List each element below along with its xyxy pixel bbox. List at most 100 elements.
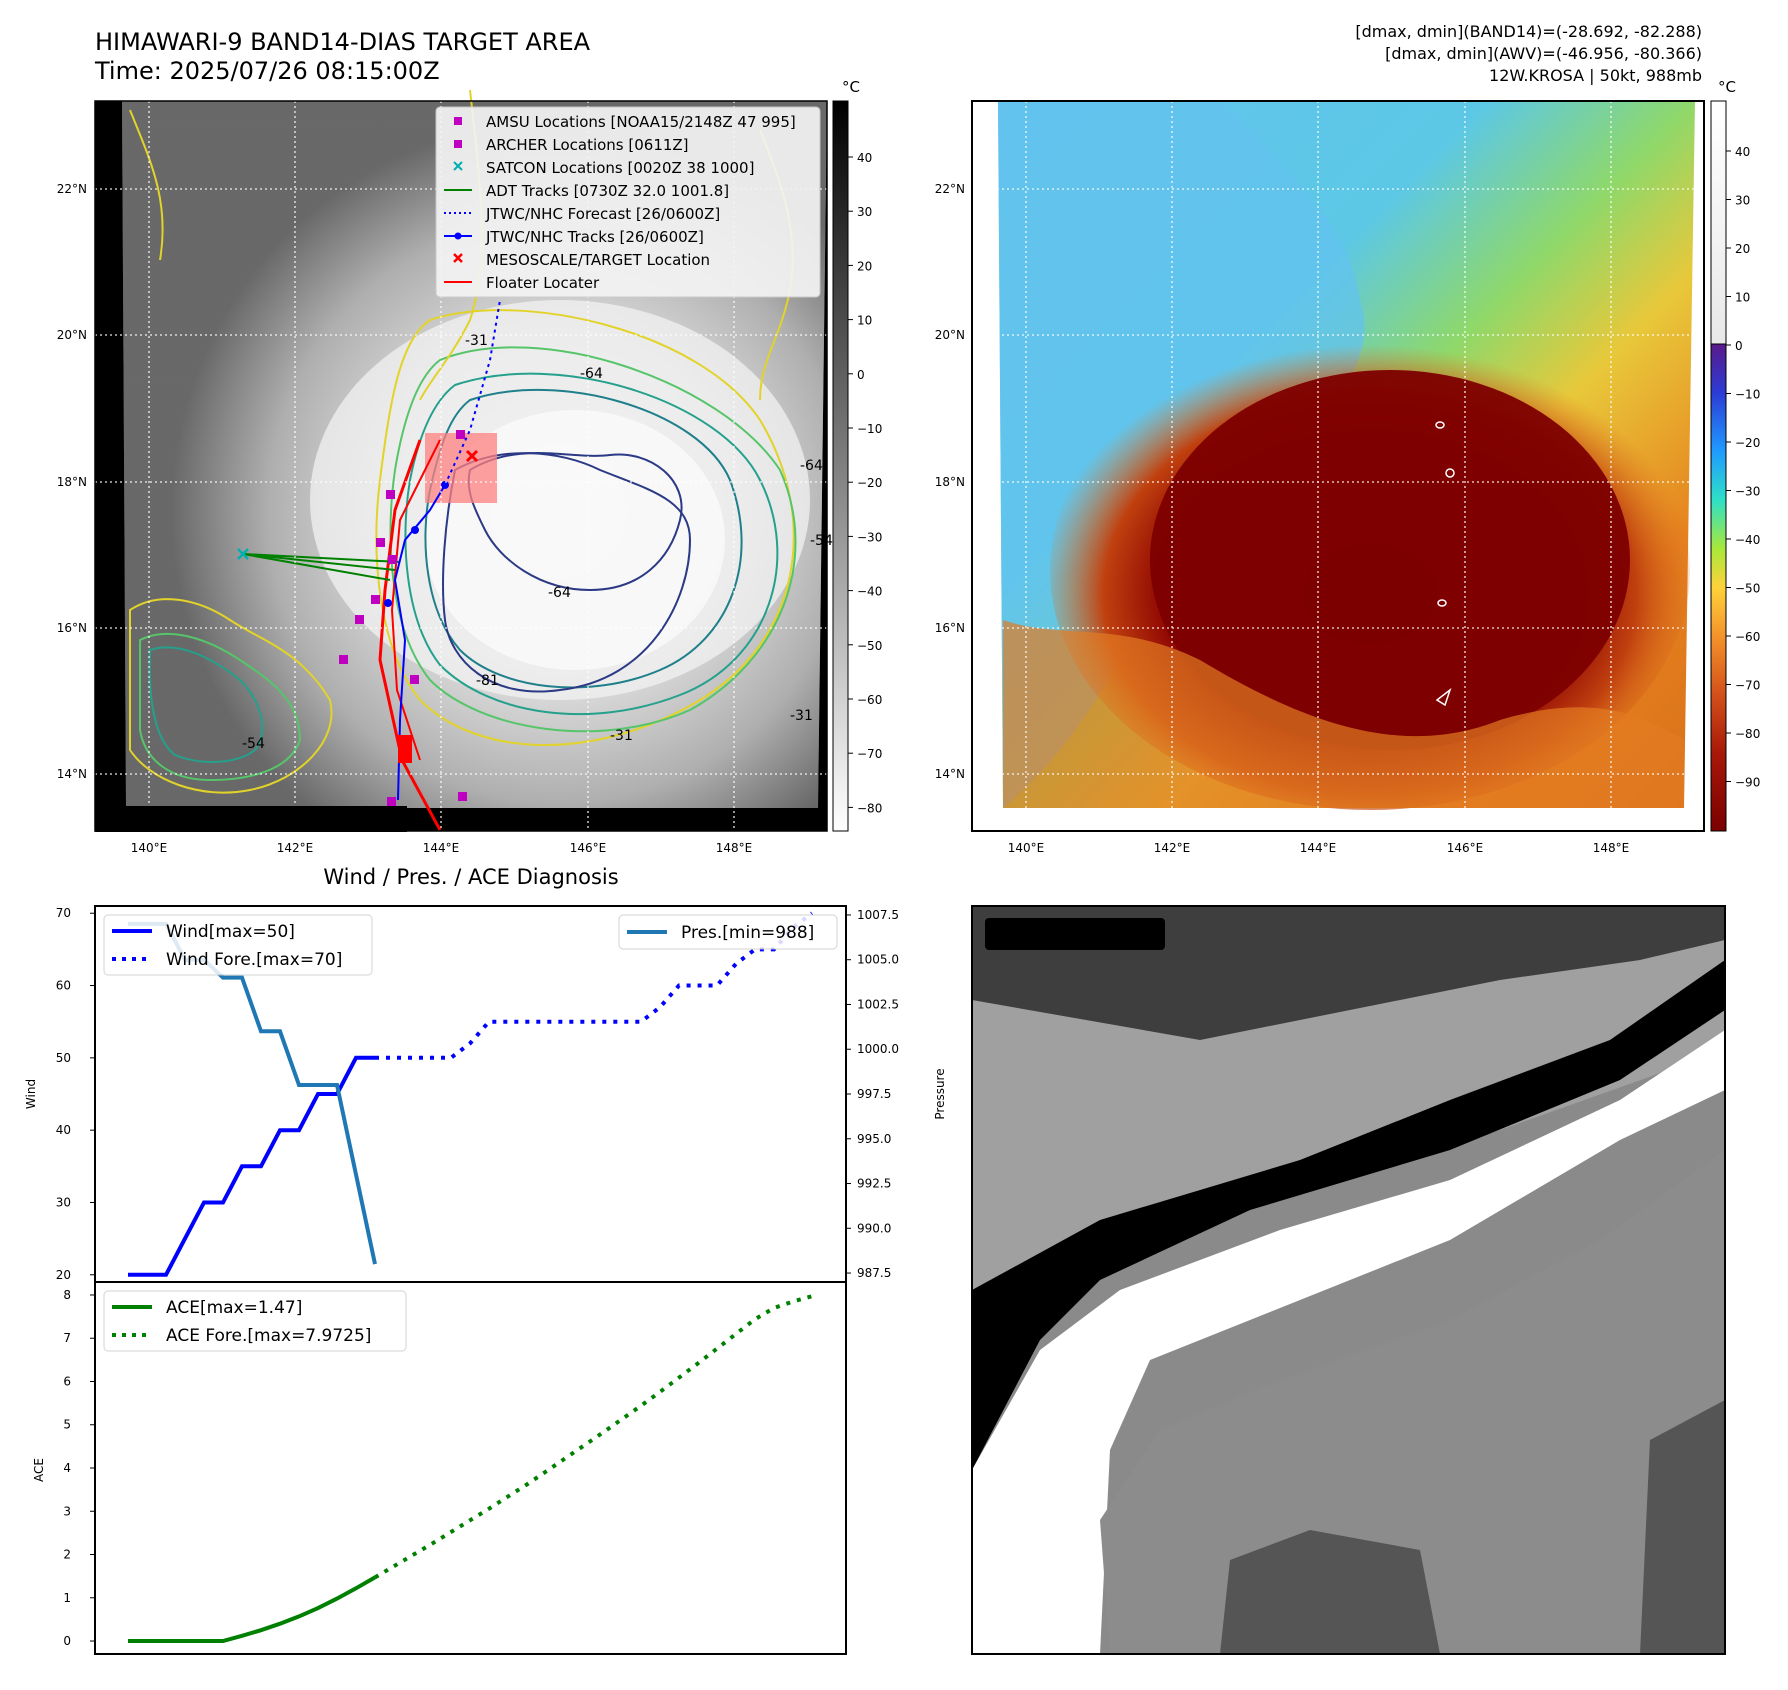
lat-label: 14°N: [57, 767, 87, 781]
wind-tick-label: 30: [56, 1195, 71, 1209]
colorbar-tick-label: −80: [1735, 727, 1760, 741]
colorbar-tick-label: −60: [1735, 630, 1760, 644]
wind-line: [128, 1055, 375, 1277]
colorbar-tick-label: 30: [1735, 194, 1750, 208]
contour-labels: -64 -64 -31 -81 -31 -31 -54 -54 -64: [242, 333, 833, 752]
legend-amsu: AMSU Locations [NOAA15/2148Z 47 995]: [486, 113, 796, 131]
lon-label: 140°E: [131, 841, 168, 855]
right-map-axes: 22°N 20°N 18°N 16°N 14°N 140°E 142°E 144…: [935, 182, 1630, 855]
colorbar-tick-label: −20: [857, 476, 882, 490]
lon-label: 142°E: [277, 841, 314, 855]
contour-label: -64: [548, 585, 571, 601]
ace-tick-label: 7: [63, 1331, 71, 1345]
lon-label: 140°E: [1008, 841, 1045, 855]
colorbar-tick-label: −10: [857, 422, 882, 436]
ace-line: [128, 1575, 376, 1643]
left-map-axes: 22°N 20°N 18°N 16°N 14°N 140°E 142°E 144…: [57, 182, 753, 855]
wmg-panel: WMG Count: 0: [971, 905, 1726, 1655]
diag-title: Wind / Pres. / ACE Diagnosis: [323, 865, 618, 889]
wind-tick-label: 20: [56, 1268, 71, 1282]
pressure-tick-label: 1007.5: [857, 908, 899, 922]
colorbar-tick-label: 40: [857, 151, 872, 165]
contour-label: -54: [810, 533, 833, 549]
wind-forecast-line: [375, 911, 814, 1060]
lat-label: 22°N: [935, 182, 965, 196]
colorbar-tick-label: 0: [1735, 339, 1743, 353]
wind-legend: Wind[max=50] Wind Fore.[max=70]: [103, 914, 373, 976]
lon-label: 144°E: [423, 841, 460, 855]
colorbar-unit: °C: [1718, 78, 1736, 96]
legend-jtwc-tracks: JTWC/NHC Tracks [26/0600Z]: [485, 228, 704, 246]
info-storm: 12W.KROSA | 50kt, 988mb: [1489, 66, 1702, 85]
wind-tick-label: 70: [56, 906, 71, 920]
info-awv: [dmax, dmin](AWV)=(-46.956, -80.366): [1385, 44, 1702, 63]
colorbar-tick-label: −50: [857, 639, 882, 653]
lon-label: 148°E: [716, 841, 753, 855]
colorbar-tick-label: −30: [857, 530, 882, 544]
pres-legend: Pres.[min=988]: [618, 914, 838, 950]
lat-label: 22°N: [57, 182, 87, 196]
colorbar-tick-label: 10: [857, 314, 872, 328]
contour-label: -54: [242, 736, 265, 752]
pressure-axis-label: Pressure: [933, 1068, 947, 1119]
colorbar-tick-label: −80: [857, 801, 882, 815]
pressure-tick-label: 987.5: [857, 1266, 891, 1280]
lat-label: 18°N: [57, 475, 87, 489]
lon-label: 148°E: [1593, 841, 1630, 855]
colorbar-tick-label: −50: [1735, 582, 1760, 596]
map-legend: AMSU Locations [NOAA15/2148Z 47 995] ARC…: [435, 106, 821, 298]
ace-tick-label: 2: [63, 1548, 71, 1562]
colorbar-tick-label: 30: [857, 205, 872, 219]
legend-ace-fore: ACE Fore.[max=7.9725]: [166, 1326, 371, 1346]
ace-legend: ACE[max=1.47] ACE Fore.[max=7.9725]: [103, 1290, 407, 1352]
ace-panel: 8 7 6 5 4 3 2 1 0 ACE ACE[max=1.47] ACE Fore.[ma…: [32, 1281, 847, 1655]
contour-label: -64: [800, 458, 823, 474]
ace-tick-label: 4: [63, 1461, 71, 1475]
lat-label: 18°N: [935, 475, 965, 489]
colorbar-unit: °C: [842, 78, 860, 96]
copyright-label: Copyright © 2020-2025 Dapiya: [100, 810, 397, 830]
wind-pressure-panel: 70 60 50 40 30 20 1007.5 1005.0 1002.5 1000.0 997…: [24, 905, 947, 1283]
lat-label: 20°N: [935, 328, 965, 342]
legend-pres: Pres.[min=988]: [681, 923, 814, 943]
lat-label: 16°N: [57, 621, 87, 635]
legend-adt: ADT Tracks [0730Z 32.0 1001.8]: [486, 182, 729, 200]
pressure-tick-label: 1002.5: [857, 997, 899, 1011]
ace-tick-label: 0: [63, 1634, 71, 1648]
figure-time: Time: 2025/07/26 08:15:00Z: [94, 57, 440, 85]
colorbar-tick-label: −30: [1735, 485, 1760, 499]
legend-floater: Floater Locater: [486, 274, 600, 292]
ace-tick-label: 5: [63, 1418, 71, 1432]
color-colorbar: °C 40 30 20 10 0 −10 −20 −30 −40 −50 −60 −70 −80 −90: [1710, 78, 1760, 832]
colorbar-tick-label: 20: [1735, 242, 1750, 256]
pressure-tick-label: 990.0: [857, 1221, 891, 1235]
wind-tick-label: 40: [56, 1123, 71, 1137]
wind-tick-label: 50: [56, 1051, 71, 1065]
contour-label: -31: [790, 708, 813, 724]
legend-wind: Wind[max=50]: [166, 922, 295, 942]
colorbar-tick-label: −40: [857, 585, 882, 599]
figure-title: HIMAWARI-9 BAND14-DIAS TARGET AREA: [95, 28, 591, 56]
pressure-tick-label: 997.5: [857, 1087, 891, 1101]
lat-label: 14°N: [935, 767, 965, 781]
lat-label: 16°N: [935, 621, 965, 635]
lon-label: 144°E: [1300, 841, 1337, 855]
legend-ace: ACE[max=1.47]: [166, 1298, 302, 1318]
gray-colorbar: °C 40 30 20 10 0 −10 −20 −30 −40 −50 −60 −70 −80: [832, 78, 882, 832]
wmg-count-label: WMG Count: 0: [993, 924, 1146, 946]
ace-axis-label: ACE: [32, 1458, 46, 1482]
colorbar-tick-label: −90: [1735, 776, 1760, 790]
contour-label: -81: [476, 673, 499, 689]
colorbar-tick-label: 10: [1735, 291, 1750, 305]
pressure-tick-label: 1000.0: [857, 1042, 899, 1056]
colorbar-tick-label: 20: [857, 259, 872, 273]
legend-wind-fore: Wind Fore.[max=70]: [166, 950, 342, 970]
legend-jtwc-forecast: JTWC/NHC Forecast [26/0600Z]: [485, 205, 720, 223]
contour-label: -31: [465, 333, 488, 349]
colorbar-tick-label: 0: [857, 368, 865, 382]
colorbar-tick-label: 40: [1735, 145, 1750, 159]
colorbar-tick-label: −70: [1735, 679, 1760, 693]
lon-label: 142°E: [1154, 841, 1191, 855]
colorbar-tick-label: −10: [1735, 388, 1760, 402]
